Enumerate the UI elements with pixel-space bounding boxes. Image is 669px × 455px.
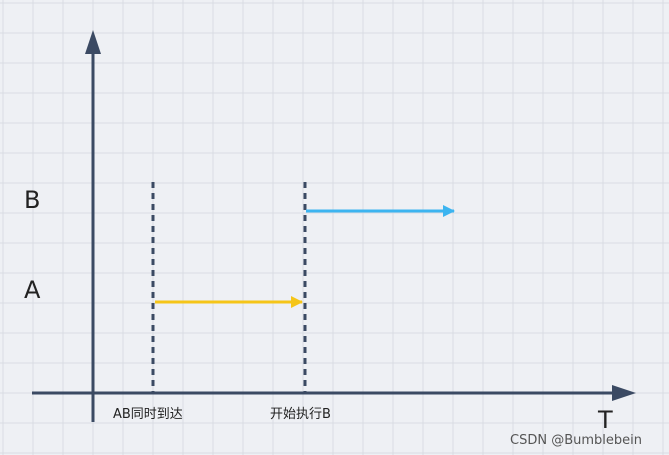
event-label-start-b: 开始执行B bbox=[270, 407, 331, 422]
watermark: CSDN @Bumblebein bbox=[510, 433, 642, 448]
row-label-a: A bbox=[24, 276, 41, 304]
x-axis-arrowhead-icon bbox=[612, 385, 636, 401]
time-axis-label: T bbox=[597, 406, 613, 434]
event-label-arrival: AB同时到达 bbox=[113, 407, 183, 422]
y-axis-arrowhead-icon bbox=[85, 30, 101, 54]
row-label-b: B bbox=[24, 186, 40, 214]
